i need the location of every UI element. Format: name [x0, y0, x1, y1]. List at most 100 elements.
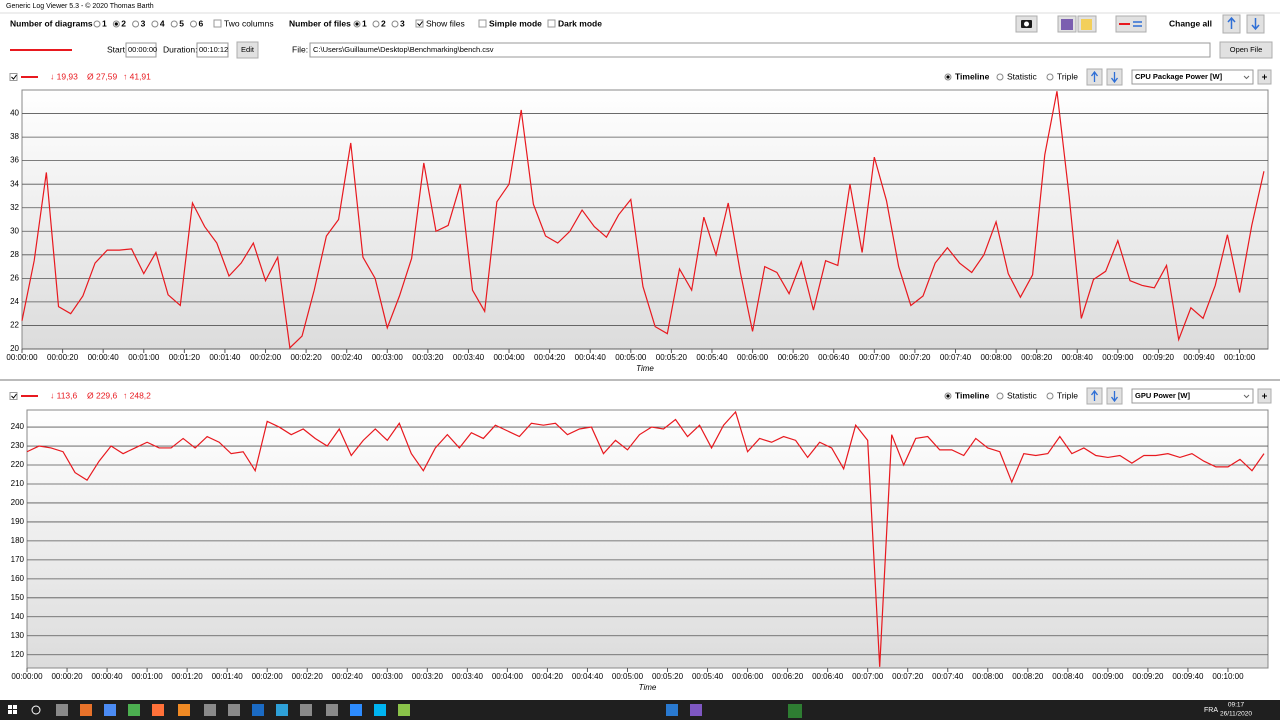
folder-icon [1081, 19, 1092, 30]
checkbox[interactable] [9, 392, 18, 400]
radio[interactable] [996, 73, 1004, 81]
duration-value[interactable]: 00:10:12 [199, 45, 228, 54]
file-option[interactable]: 2 [381, 18, 386, 28]
view-mode[interactable]: Timeline [955, 390, 990, 400]
x-tick-label: 00:01:00 [128, 353, 160, 362]
x-tick-label: 00:03:00 [372, 672, 404, 681]
file-options: 1 2 3 [353, 18, 405, 28]
channel-name[interactable]: CPU Package Power [W] [1135, 72, 1223, 81]
x-tick-label: 00:06:40 [818, 353, 850, 362]
dark-mode[interactable]: Dark mode [558, 18, 602, 28]
arrow-down [1110, 391, 1119, 403]
plus-icon [1262, 74, 1267, 80]
swap-button[interactable] [1115, 15, 1147, 33]
y-tick-label: 26 [10, 273, 19, 282]
x-tick-label: 00:08:00 [981, 353, 1013, 362]
x-tick-label: 00:08:40 [1062, 353, 1094, 362]
radio[interactable] [1046, 73, 1054, 81]
file-input[interactable] [309, 42, 1211, 58]
y-tick-label: 150 [11, 593, 25, 602]
x-tick-label: 00:07:20 [899, 353, 931, 362]
y-tick-label: 32 [10, 203, 19, 212]
channel-dropdown[interactable] [1131, 388, 1254, 404]
diagram-option[interactable]: 6 [199, 18, 204, 28]
checkbox[interactable] [9, 73, 18, 81]
stat-min: ↓ 113,6 [50, 390, 78, 400]
radio[interactable] [996, 392, 1004, 400]
simple-mode[interactable]: Simple mode [489, 18, 542, 28]
edit-button[interactable] [236, 41, 259, 59]
checkbox[interactable] [415, 19, 424, 28]
file-option[interactable]: 1 [362, 18, 367, 28]
radio[interactable] [132, 20, 140, 28]
diagram-option[interactable]: 3 [141, 18, 146, 28]
plus-icon [1262, 393, 1267, 399]
y-tick-label: 30 [10, 226, 19, 235]
language[interactable]: FRA [1204, 707, 1218, 714]
clock-date[interactable]: 26/11/2020 [1220, 711, 1252, 718]
show-files[interactable]: Show files [426, 18, 465, 28]
radio[interactable] [190, 20, 197, 28]
arrow-up [1090, 70, 1099, 82]
arrow-up [1227, 16, 1236, 29]
diagram-option[interactable]: 5 [179, 18, 184, 28]
x-tick-label: 00:01:20 [172, 672, 204, 681]
radio[interactable] [93, 20, 101, 28]
plot-area [21, 89, 1269, 350]
arrow-down [1251, 18, 1260, 31]
duration-input[interactable] [196, 42, 229, 58]
checkbox[interactable] [478, 19, 487, 28]
radio[interactable] [170, 20, 178, 28]
y-tick-label: 210 [11, 479, 25, 488]
radio[interactable] [1046, 392, 1054, 400]
clock-time[interactable]: 09:17 [1228, 702, 1245, 709]
diagram-option[interactable]: 2 [121, 18, 126, 28]
check-mark [417, 21, 423, 27]
y-tick-label: 130 [11, 631, 25, 640]
view-mode[interactable]: Statistic [1007, 71, 1038, 81]
check-mark [11, 74, 17, 80]
diagram-option[interactable]: 1 [102, 18, 107, 28]
edit-label[interactable]: Edit [241, 45, 255, 54]
x-tick-label: 00:02:00 [252, 672, 284, 681]
checkbox[interactable] [213, 19, 222, 28]
radio[interactable] [391, 20, 399, 28]
two-columns[interactable]: Two columns [224, 18, 274, 28]
data-line [21, 91, 1265, 350]
view-mode[interactable]: Triple [1057, 390, 1078, 400]
diagram-option[interactable]: 4 [160, 18, 165, 28]
channel-dropdown[interactable] [1131, 69, 1254, 85]
x-tick-label: 00:03:20 [412, 353, 444, 362]
start-label: Start: [107, 44, 127, 54]
file-path[interactable]: C:\Users\Guillaume\Desktop\Benchmarking\… [313, 45, 494, 54]
view-mode[interactable]: Timeline [955, 71, 990, 81]
open-file-label[interactable]: Open File [1230, 45, 1263, 54]
arrow-down [1110, 72, 1119, 84]
x-axis-label: Time [639, 683, 657, 692]
radio-dot [946, 394, 950, 398]
y-tick-label: 34 [10, 179, 19, 188]
start-button[interactable] [8, 705, 17, 714]
checkbox[interactable] [547, 19, 556, 28]
x-tick-label: 00:05:00 [612, 672, 644, 681]
check-mark [11, 393, 17, 399]
view-mode[interactable]: Triple [1057, 71, 1078, 81]
x-tick-label: 00:08:20 [1012, 672, 1044, 681]
radio[interactable] [372, 20, 380, 28]
x-tick-label: 00:02:40 [332, 672, 364, 681]
search-icon[interactable] [31, 705, 41, 715]
view-mode[interactable]: Statistic [1007, 390, 1038, 400]
x-tick-label: 00:07:00 [859, 353, 891, 362]
radio[interactable] [151, 20, 159, 28]
y-tick-label: 190 [11, 517, 25, 526]
start-value[interactable]: 00:00:00 [128, 45, 157, 54]
channel-name[interactable]: GPU Power [W] [1135, 391, 1191, 400]
dropdown-arrow [1243, 75, 1250, 80]
stat-avg: Ø 27,59 [87, 71, 118, 81]
open-file-button[interactable] [1219, 41, 1273, 59]
y-tick-label: 38 [10, 132, 19, 141]
file-option[interactable]: 3 [400, 18, 405, 28]
start-input[interactable] [125, 42, 157, 58]
y-tick-label: 40 [10, 109, 19, 118]
x-tick-label: 00:10:00 [1224, 353, 1256, 362]
